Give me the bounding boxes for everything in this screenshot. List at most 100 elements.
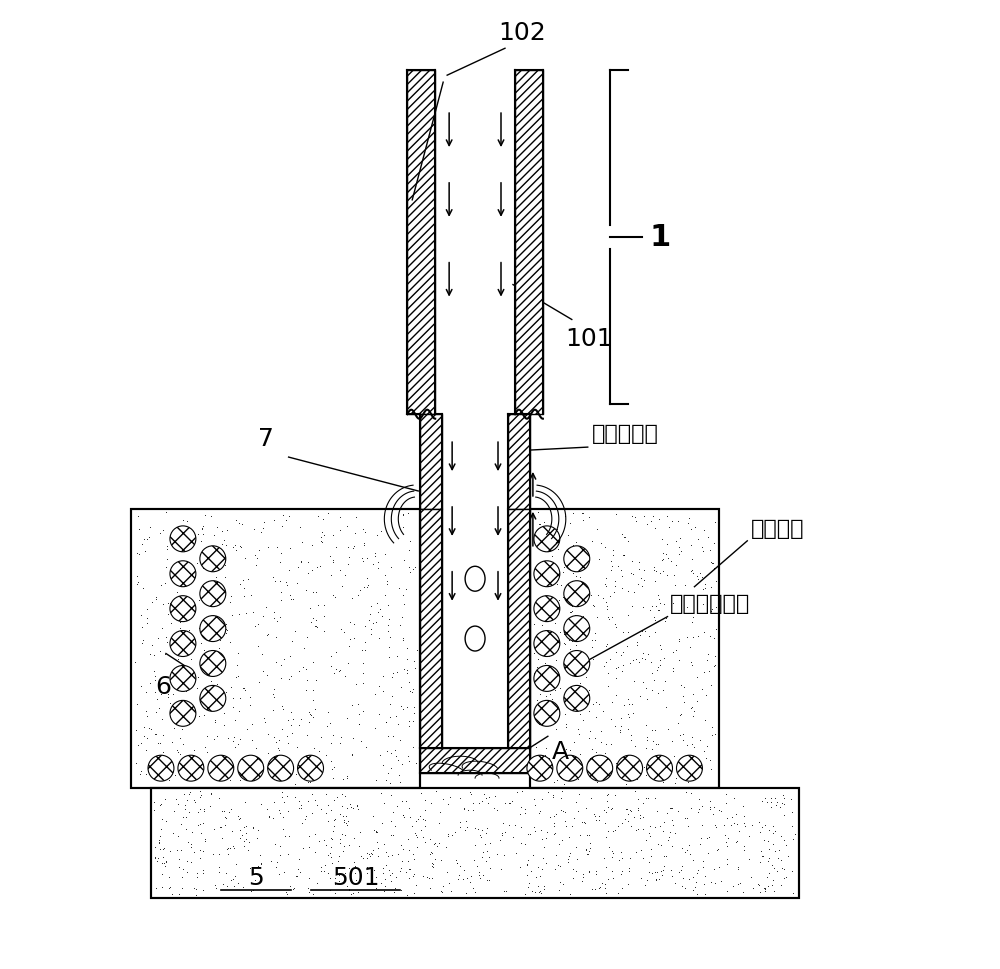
Point	[664, 868, 680, 884]
Point	[275, 821, 291, 836]
Point	[616, 753, 632, 768]
Point	[392, 862, 408, 878]
Point	[623, 732, 639, 747]
Point	[544, 764, 560, 779]
Point	[597, 539, 613, 554]
Point	[692, 565, 708, 580]
Point	[703, 677, 719, 693]
Point	[528, 739, 544, 755]
Point	[552, 624, 568, 640]
Point	[665, 596, 681, 611]
Point	[489, 802, 505, 818]
Point	[572, 675, 588, 691]
Point	[305, 654, 321, 670]
Point	[353, 849, 369, 864]
Point	[380, 849, 396, 864]
Point	[304, 563, 320, 578]
Point	[212, 761, 228, 776]
Point	[176, 659, 192, 674]
Point	[189, 680, 205, 696]
Circle shape	[148, 755, 174, 781]
Point	[180, 834, 196, 850]
Point	[761, 851, 777, 866]
Point	[266, 610, 282, 626]
Point	[449, 855, 465, 870]
Point	[664, 514, 680, 529]
Point	[665, 664, 681, 679]
Point	[129, 568, 145, 583]
Point	[383, 745, 399, 761]
Point	[293, 797, 309, 812]
Point	[578, 842, 594, 858]
Point	[375, 683, 391, 699]
Point	[754, 794, 770, 809]
Point	[174, 721, 190, 736]
Point	[627, 510, 643, 525]
Point	[441, 876, 457, 891]
Point	[604, 800, 620, 816]
Point	[625, 705, 641, 721]
Point	[665, 644, 681, 660]
Point	[674, 768, 690, 784]
Point	[373, 523, 389, 539]
Point	[368, 824, 384, 839]
Point	[726, 815, 742, 830]
Point	[630, 799, 646, 815]
Point	[614, 881, 630, 896]
Point	[584, 640, 600, 655]
Point	[400, 831, 416, 847]
Point	[523, 863, 539, 879]
Point	[632, 807, 648, 823]
Point	[652, 657, 668, 672]
Point	[479, 872, 495, 888]
Point	[275, 702, 291, 717]
Circle shape	[676, 755, 702, 781]
Point	[470, 821, 486, 836]
Point	[380, 598, 396, 613]
Point	[378, 857, 394, 872]
Point	[139, 708, 155, 724]
Point	[534, 861, 550, 877]
Point	[171, 887, 187, 902]
Point	[652, 638, 668, 653]
Point	[295, 840, 311, 856]
Point	[390, 752, 406, 767]
Point	[257, 714, 273, 730]
Point	[608, 507, 624, 522]
Point	[660, 550, 676, 566]
Point	[291, 793, 307, 808]
Point	[557, 588, 573, 604]
Point	[334, 826, 350, 841]
Point	[658, 610, 674, 625]
Point	[326, 793, 342, 808]
Point	[238, 605, 254, 620]
Point	[684, 657, 700, 672]
Point	[605, 547, 621, 563]
Point	[571, 726, 587, 741]
Point	[505, 828, 521, 844]
Point	[598, 829, 614, 845]
Point	[684, 736, 700, 752]
Point	[575, 505, 591, 520]
Point	[530, 557, 546, 573]
Point	[348, 510, 364, 525]
Point	[226, 840, 242, 856]
Point	[389, 648, 405, 664]
Point	[232, 539, 248, 554]
Point	[719, 810, 735, 826]
Point	[452, 819, 468, 834]
Point	[692, 836, 708, 852]
Point	[372, 602, 388, 617]
Point	[613, 562, 629, 578]
Point	[752, 884, 768, 899]
Point	[211, 859, 227, 874]
Point	[562, 754, 578, 769]
Point	[481, 789, 497, 804]
Point	[222, 841, 238, 857]
Point	[399, 662, 415, 677]
Point	[583, 791, 599, 806]
Point	[302, 706, 318, 722]
Point	[572, 828, 588, 843]
Point	[231, 515, 247, 530]
Point	[447, 825, 463, 840]
